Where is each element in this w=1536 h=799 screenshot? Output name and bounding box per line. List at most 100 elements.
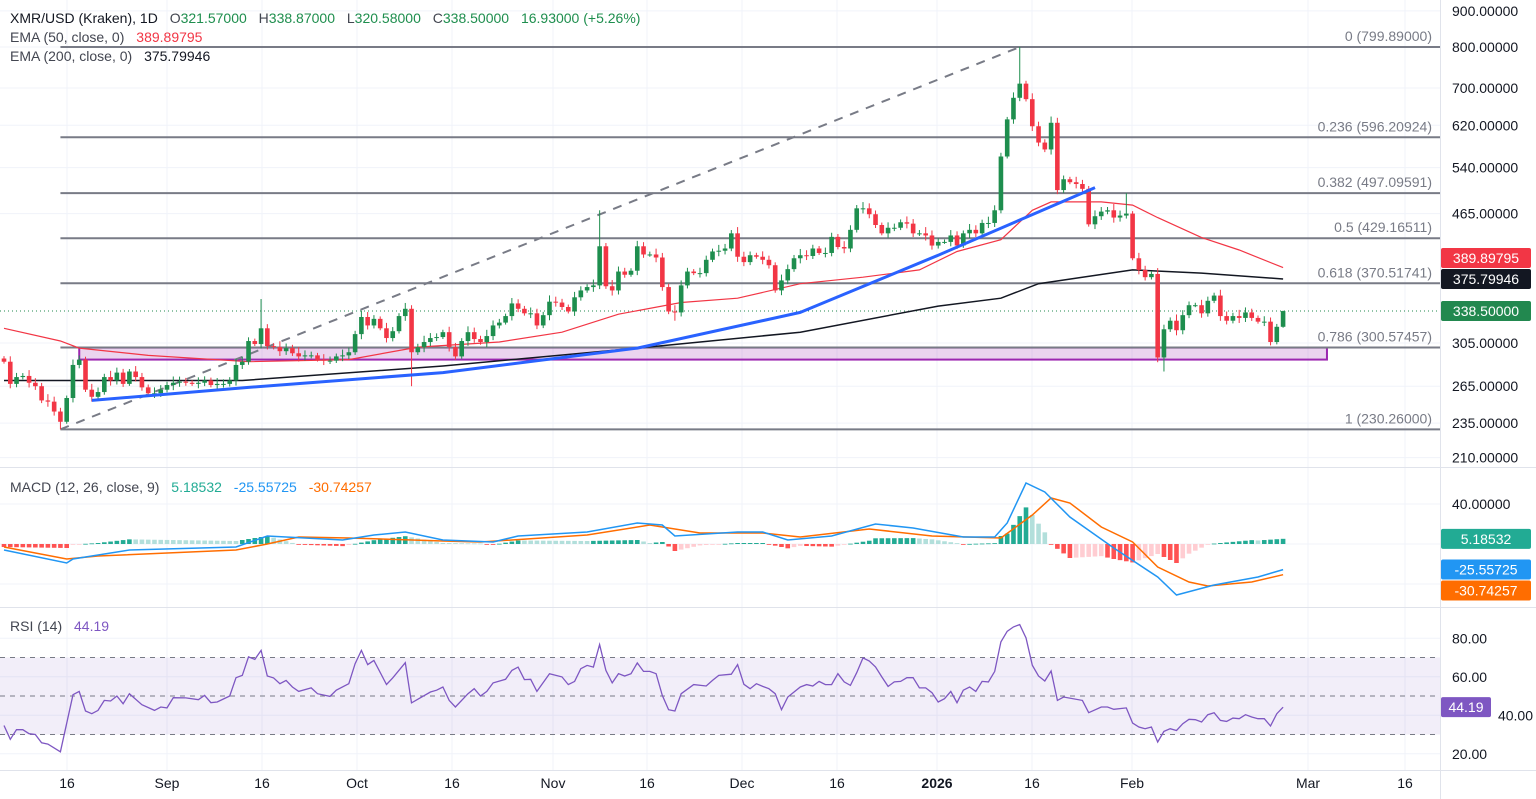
support-zone-rectangle[interactable] <box>78 346 1328 361</box>
candle[interactable] <box>591 279 596 292</box>
candle[interactable] <box>1080 179 1085 193</box>
candle[interactable] <box>127 369 132 386</box>
candle[interactable] <box>1186 301 1192 319</box>
candle[interactable] <box>371 315 377 329</box>
candle[interactable] <box>202 376 207 387</box>
macd-legend[interactable]: MACD (12, 26, close, 9) 5.18532 -25.5572… <box>10 478 372 496</box>
candle[interactable] <box>616 266 621 295</box>
candle[interactable] <box>816 246 822 255</box>
candle[interactable] <box>346 347 352 360</box>
candle[interactable] <box>779 274 784 296</box>
candle[interactable] <box>1105 206 1110 215</box>
candle[interactable] <box>20 373 26 380</box>
candle[interactable] <box>1261 316 1267 327</box>
candle[interactable] <box>1236 309 1242 324</box>
candle[interactable] <box>164 381 170 393</box>
candle[interactable] <box>133 366 138 382</box>
candle[interactable] <box>70 359 76 403</box>
candle[interactable] <box>409 305 414 387</box>
candle[interactable] <box>1243 307 1248 322</box>
candle[interactable] <box>879 222 885 236</box>
candle[interactable] <box>39 382 44 404</box>
candle[interactable] <box>760 251 765 265</box>
candle[interactable] <box>102 373 107 395</box>
candle[interactable] <box>722 243 728 255</box>
candle[interactable] <box>1274 323 1280 345</box>
candle[interactable] <box>340 349 345 362</box>
candle[interactable] <box>647 251 653 257</box>
candle[interactable] <box>490 320 496 341</box>
candle[interactable] <box>390 327 396 342</box>
candle[interactable] <box>1055 117 1060 195</box>
candle[interactable] <box>885 222 891 238</box>
candle[interactable] <box>497 318 502 329</box>
ema200-line[interactable] <box>4 269 1284 382</box>
candle[interactable] <box>948 230 954 247</box>
candle[interactable] <box>1161 324 1167 372</box>
candle[interactable] <box>290 344 295 356</box>
candle[interactable] <box>478 335 483 345</box>
ema200-legend[interactable]: EMA (200, close, 0) 375.79946 <box>10 47 210 65</box>
candle[interactable] <box>848 225 853 253</box>
candle[interactable] <box>716 244 722 257</box>
candle[interactable] <box>992 205 997 228</box>
candle[interactable] <box>208 377 214 388</box>
candle[interactable] <box>421 335 427 353</box>
candle[interactable] <box>76 355 82 369</box>
candle[interactable] <box>1117 210 1123 222</box>
candle[interactable] <box>315 352 320 362</box>
candle[interactable] <box>998 152 1004 214</box>
candle[interactable] <box>183 377 189 386</box>
candle[interactable] <box>566 304 571 314</box>
candle[interactable] <box>453 342 458 360</box>
candle[interactable] <box>1004 116 1010 159</box>
candle[interactable] <box>120 368 126 387</box>
candle[interactable] <box>1124 193 1129 219</box>
rsi-legend[interactable]: RSI (14) 44.19 <box>10 617 109 635</box>
candle[interactable] <box>108 370 113 386</box>
candle[interactable] <box>503 313 508 325</box>
candle[interactable] <box>1280 310 1286 328</box>
candle[interactable] <box>910 219 916 238</box>
candle[interactable] <box>189 380 195 386</box>
candle[interactable] <box>277 341 283 356</box>
candle[interactable] <box>327 356 333 365</box>
candle[interactable] <box>196 377 201 389</box>
candle[interactable] <box>440 329 446 340</box>
candle[interactable] <box>534 308 540 330</box>
candle[interactable] <box>1142 265 1148 281</box>
candle[interactable] <box>597 210 602 290</box>
candle[interactable] <box>271 343 276 350</box>
candle[interactable] <box>239 356 245 369</box>
candle[interactable] <box>892 223 897 232</box>
candle[interactable] <box>446 326 452 352</box>
candle[interactable] <box>584 284 590 293</box>
rsi-pane[interactable]: 80.00 60.00 40.00 20.00 44.19 <box>0 623 1533 762</box>
candle[interactable] <box>547 295 552 321</box>
candle[interactable] <box>785 264 791 285</box>
ema50-legend[interactable]: EMA (50, close, 0) 389.89795 <box>10 28 202 46</box>
candle[interactable] <box>835 234 841 250</box>
candle[interactable] <box>1136 252 1142 275</box>
ascending-trendline[interactable] <box>91 186 1096 402</box>
candle[interactable] <box>170 376 176 391</box>
price-axis[interactable]: 900.00000 800.00000 700.00000 620.00000 540.… <box>1441 3 1531 466</box>
candle[interactable] <box>377 316 383 331</box>
candle[interactable] <box>942 239 947 244</box>
candle[interactable] <box>772 262 778 293</box>
candle[interactable] <box>791 254 797 272</box>
ema50-line[interactable] <box>3 201 1284 363</box>
candle[interactable] <box>402 302 408 321</box>
candle[interactable] <box>854 205 860 233</box>
candle[interactable] <box>1249 308 1255 321</box>
candle[interactable] <box>302 350 308 361</box>
candle[interactable] <box>1255 315 1261 324</box>
candle[interactable] <box>873 210 878 229</box>
candle[interactable] <box>428 333 433 347</box>
candle[interactable] <box>1224 311 1229 325</box>
candle[interactable] <box>935 238 941 249</box>
candle[interactable] <box>1111 204 1117 223</box>
candle[interactable] <box>177 376 182 387</box>
candle[interactable] <box>459 338 465 359</box>
